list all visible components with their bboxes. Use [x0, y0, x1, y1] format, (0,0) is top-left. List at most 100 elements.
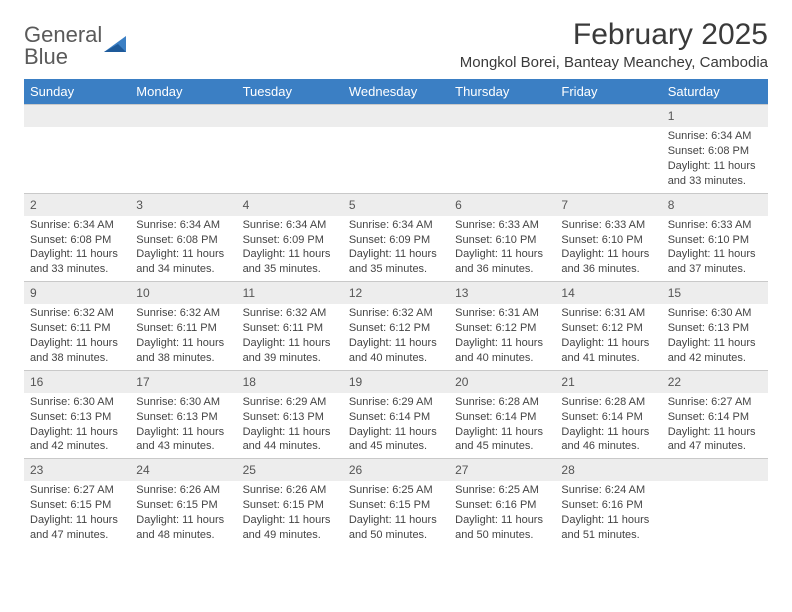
day-number-bar: 3	[130, 193, 236, 216]
logo-text-block: General Blue	[24, 24, 102, 68]
day-number-bar: 6	[449, 193, 555, 216]
day-number-bar: 19	[343, 370, 449, 393]
daylight-line: Daylight: 11 hours and 38 minutes.	[30, 336, 124, 366]
daylight-line: Daylight: 11 hours and 42 minutes.	[668, 336, 762, 366]
day-number-bar: 24	[130, 458, 236, 481]
day-content: Sunrise: 6:34 AMSunset: 6:09 PMDaylight:…	[343, 216, 449, 281]
calendar-cell: 9Sunrise: 6:32 AMSunset: 6:11 PMDaylight…	[24, 281, 130, 370]
calendar-cell	[237, 104, 343, 193]
day-header: Sunday	[24, 79, 130, 104]
sunrise-line: Sunrise: 6:30 AM	[668, 306, 762, 321]
daylight-line: Daylight: 11 hours and 38 minutes.	[136, 336, 230, 366]
day-content: Sunrise: 6:30 AMSunset: 6:13 PMDaylight:…	[130, 393, 236, 458]
day-number-bar	[24, 104, 130, 127]
day-content: Sunrise: 6:31 AMSunset: 6:12 PMDaylight:…	[449, 304, 555, 369]
sunset-line: Sunset: 6:15 PM	[243, 498, 337, 513]
sunset-line: Sunset: 6:14 PM	[349, 410, 443, 425]
day-number-bar	[662, 458, 768, 481]
month-title: February 2025	[460, 18, 768, 52]
sunrise-line: Sunrise: 6:26 AM	[243, 483, 337, 498]
calendar-cell: 19 Sunrise: 6:29 AMSunset: 6:14 PMDayligh…	[343, 370, 449, 459]
day-number-bar: 9	[24, 281, 130, 304]
sunset-line: Sunset: 6:13 PM	[136, 410, 230, 425]
daylight-line: Daylight: 11 hours and 49 minutes.	[243, 513, 337, 543]
title-block: February 2025 Mongkol Borei, Banteay Mea…	[460, 18, 768, 71]
sunrise-line: Sunrise: 6:25 AM	[455, 483, 549, 498]
sunset-line: Sunset: 6:12 PM	[349, 321, 443, 336]
calendar-cell: 24 Sunrise: 6:26 AMSunset: 6:15 PMDayligh…	[130, 458, 236, 547]
sunrise-line: Sunrise: 6:28 AM	[455, 395, 549, 410]
day-number-bar: 27	[449, 458, 555, 481]
calendar-cell: 13Sunrise: 6:31 AMSunset: 6:12 PMDayligh…	[449, 281, 555, 370]
calendar-cell	[130, 104, 236, 193]
day-number-bar: 23	[24, 458, 130, 481]
day-content: Sunrise: 6:34 AMSunset: 6:08 PMDaylight:…	[662, 127, 768, 192]
daylight-line: Daylight: 11 hours and 39 minutes.	[243, 336, 337, 366]
sunrise-line: Sunrise: 6:32 AM	[243, 306, 337, 321]
calendar-row: 16Sunrise: 6:30 AMSunset: 6:13 PMDayligh…	[24, 370, 768, 459]
day-content: Sunrise: 6:32 AMSunset: 6:11 PMDaylight:…	[24, 304, 130, 369]
day-number-bar: 2	[24, 193, 130, 216]
sunset-line: Sunset: 6:09 PM	[243, 233, 337, 248]
sunset-line: Sunset: 6:16 PM	[561, 498, 655, 513]
daylight-line: Daylight: 11 hours and 37 minutes.	[668, 247, 762, 277]
sunset-line: Sunset: 6:08 PM	[136, 233, 230, 248]
sunrise-line: Sunrise: 6:24 AM	[561, 483, 655, 498]
daylight-line: Daylight: 11 hours and 34 minutes.	[136, 247, 230, 277]
daylight-line: Daylight: 11 hours and 48 minutes.	[136, 513, 230, 543]
day-number-bar: 28	[555, 458, 661, 481]
day-number-bar: 8	[662, 193, 768, 216]
calendar-cell: 3Sunrise: 6:34 AMSunset: 6:08 PMDaylight…	[130, 193, 236, 282]
sunrise-line: Sunrise: 6:25 AM	[349, 483, 443, 498]
sunrise-line: Sunrise: 6:34 AM	[30, 218, 124, 233]
logo: General Blue	[24, 18, 130, 68]
sunset-line: Sunset: 6:15 PM	[349, 498, 443, 513]
daylight-line: Daylight: 11 hours and 40 minutes.	[349, 336, 443, 366]
day-content: Sunrise: 6:32 AMSunset: 6:12 PMDaylight:…	[343, 304, 449, 369]
daylight-line: Daylight: 11 hours and 44 minutes.	[243, 425, 337, 455]
daylight-line: Daylight: 11 hours and 47 minutes.	[668, 425, 762, 455]
sunrise-line: Sunrise: 6:30 AM	[30, 395, 124, 410]
sunrise-line: Sunrise: 6:31 AM	[455, 306, 549, 321]
sunrise-line: Sunrise: 6:28 AM	[561, 395, 655, 410]
calendar-cell: 6Sunrise: 6:33 AMSunset: 6:10 PMDaylight…	[449, 193, 555, 282]
sunset-line: Sunset: 6:10 PM	[561, 233, 655, 248]
sunset-line: Sunset: 6:15 PM	[136, 498, 230, 513]
day-number-bar: 11	[237, 281, 343, 304]
logo-text-top: General	[24, 24, 102, 46]
sunrise-line: Sunrise: 6:29 AM	[349, 395, 443, 410]
day-header: Friday	[555, 79, 661, 104]
sunrise-line: Sunrise: 6:32 AM	[136, 306, 230, 321]
calendar-cell	[343, 104, 449, 193]
sunset-line: Sunset: 6:16 PM	[455, 498, 549, 513]
sunset-line: Sunset: 6:14 PM	[455, 410, 549, 425]
sunset-line: Sunset: 6:10 PM	[455, 233, 549, 248]
daylight-line: Daylight: 11 hours and 33 minutes.	[30, 247, 124, 277]
calendar-cell: 11 Sunrise: 6:32 AMSunset: 6:11 PMDayligh…	[237, 281, 343, 370]
day-number-bar: 22	[662, 370, 768, 393]
day-content: Sunrise: 6:25 AMSunset: 6:16 PMDaylight:…	[449, 481, 555, 546]
calendar-cell: 27Sunrise: 6:25 AMSunset: 6:16 PMDayligh…	[449, 458, 555, 547]
daylight-line: Daylight: 11 hours and 42 minutes.	[30, 425, 124, 455]
day-content: Sunrise: 6:34 AMSunset: 6:08 PMDaylight:…	[130, 216, 236, 281]
sunset-line: Sunset: 6:11 PM	[243, 321, 337, 336]
day-header: Wednesday	[343, 79, 449, 104]
calendar-cell: 28Sunrise: 6:24 AMSunset: 6:16 PMDayligh…	[555, 458, 661, 547]
daylight-line: Daylight: 11 hours and 47 minutes.	[30, 513, 124, 543]
daylight-line: Daylight: 11 hours and 50 minutes.	[349, 513, 443, 543]
calendar-cell: 2Sunrise: 6:34 AMSunset: 6:08 PMDaylight…	[24, 193, 130, 282]
daylight-line: Daylight: 11 hours and 45 minutes.	[349, 425, 443, 455]
day-number-bar: 17	[130, 370, 236, 393]
sunrise-line: Sunrise: 6:26 AM	[136, 483, 230, 498]
day-number-bar: 4	[237, 193, 343, 216]
calendar-cell: 15Sunrise: 6:30 AMSunset: 6:13 PMDayligh…	[662, 281, 768, 370]
calendar-cell: 5Sunrise: 6:34 AMSunset: 6:09 PMDaylight…	[343, 193, 449, 282]
sunset-line: Sunset: 6:13 PM	[668, 321, 762, 336]
day-number-bar: 20	[449, 370, 555, 393]
sunset-line: Sunset: 6:11 PM	[30, 321, 124, 336]
sunset-line: Sunset: 6:08 PM	[668, 144, 762, 159]
sunrise-line: Sunrise: 6:33 AM	[455, 218, 549, 233]
sunrise-line: Sunrise: 6:27 AM	[30, 483, 124, 498]
calendar-cell	[449, 104, 555, 193]
calendar-row: 1Sunrise: 6:34 AMSunset: 6:08 PMDaylight…	[24, 104, 768, 193]
